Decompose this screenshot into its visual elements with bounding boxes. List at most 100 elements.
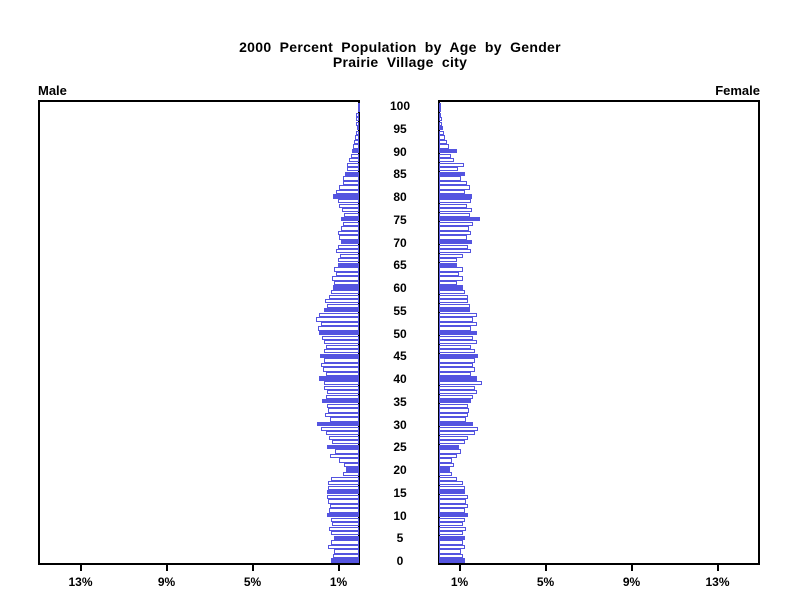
bar-female-age-17 (439, 481, 463, 486)
bar-female-age-39 (439, 381, 482, 386)
bar-male-age-83 (342, 180, 359, 186)
bar-male-age-96 (355, 121, 359, 126)
bar-male-age-99 (357, 108, 360, 113)
bar-male-age-92 (353, 139, 359, 145)
bar-male-age-89 (350, 153, 359, 158)
bar-female-age-49 (439, 335, 473, 340)
bar-female-age-34 (439, 403, 469, 409)
bar-female-age-72 (439, 230, 472, 236)
bar-female-age-23 (439, 453, 458, 459)
bar-male-age-61 (334, 280, 359, 286)
age-axis-tick-15: 15 (393, 485, 407, 500)
bar-male-age-68 (336, 249, 359, 254)
bar-female-age-67 (439, 253, 463, 258)
age-axis-tick-85: 85 (393, 167, 407, 182)
bar-male-age-0 (331, 558, 359, 563)
bar-female-age-68 (439, 249, 472, 254)
pct-tick-left-1 (337, 565, 340, 571)
bar-male-age-94 (355, 130, 359, 136)
bar-female-age-27 (439, 435, 469, 440)
bar-female-age-92 (439, 139, 447, 145)
bar-male-age-69 (337, 244, 359, 249)
bar-female-age-98 (439, 112, 442, 117)
pct-tick-left-5 (251, 565, 254, 571)
bar-female-age-29 (439, 426, 479, 431)
bar-male-age-14 (326, 494, 359, 500)
bar-male-age-78 (338, 203, 359, 208)
bar-female-age-24 (439, 449, 461, 454)
bar-male-age-82 (338, 185, 359, 190)
bar-female-age-12 (439, 503, 469, 509)
bar-male-age-2 (334, 549, 359, 554)
bar-female-age-96 (439, 121, 443, 126)
bar-male-age-55 (324, 308, 359, 313)
bar-male-age-53 (316, 317, 359, 322)
bar-female-age-62 (439, 276, 463, 281)
bar-male-age-93 (354, 135, 359, 140)
pct-tick-label-left-13: 13% (68, 575, 93, 589)
bar-female-age-79 (439, 199, 472, 204)
bar-female-age-16 (439, 485, 465, 490)
bar-female-age-56 (439, 303, 470, 308)
bar-male-age-52 (321, 321, 359, 327)
bar-male-age-58 (329, 294, 359, 299)
bar-female-age-15 (439, 490, 465, 495)
bar-male-age-75 (340, 217, 359, 222)
bar-female-age-57 (439, 299, 469, 304)
bar-female-age-51 (439, 326, 472, 331)
bar-male-age-7 (328, 526, 359, 531)
bar-female-age-74 (439, 221, 474, 227)
bar-male-age-16 (327, 485, 359, 490)
bar-female-age-95 (439, 126, 444, 131)
bar-male-age-27 (328, 435, 359, 440)
bar-male-age-24 (335, 449, 359, 454)
bar-female-age-82 (439, 185, 471, 190)
bar-female-age-26 (439, 440, 465, 445)
bar-female-age-2 (439, 549, 461, 554)
bar-female-age-78 (439, 203, 467, 208)
bar-male-age-3 (327, 544, 359, 550)
bar-male-age-35 (322, 399, 359, 404)
bar-male-age-80 (333, 194, 359, 199)
age-axis-tick-0: 0 (396, 554, 404, 568)
age-axis-tick-5: 5 (396, 531, 404, 546)
bar-female-age-99 (439, 108, 441, 113)
bar-female-age-45 (439, 353, 479, 358)
bar-female-age-70 (439, 239, 473, 245)
age-axis-tick-45: 45 (393, 349, 407, 364)
bar-female-age-69 (439, 244, 469, 249)
age-axis-tick-50: 50 (393, 326, 407, 341)
pct-tick-label-right-1: 1% (450, 575, 469, 589)
bar-male-age-46 (324, 349, 359, 354)
bar-female-age-44 (439, 358, 475, 363)
bar-male-age-64 (334, 267, 359, 272)
bar-female-age-30 (439, 421, 473, 427)
chart-title: 2000 Percent Population by Age by Gender… (0, 40, 800, 70)
bar-female-age-89 (439, 153, 451, 158)
bar-male-age-47 (326, 344, 359, 349)
bar-male-age-5 (334, 535, 359, 540)
age-axis-tick-100: 100 (389, 99, 411, 113)
bar-male-age-79 (337, 199, 359, 204)
pct-tick-label-right-5: 5% (536, 575, 555, 589)
bar-male-age-71 (338, 235, 359, 240)
bar-male-age-4 (331, 540, 359, 545)
bar-male-age-26 (332, 440, 359, 445)
bar-male-age-32 (324, 412, 359, 418)
bar-female-age-66 (439, 258, 458, 263)
bar-female-age-50 (439, 330, 477, 336)
bar-male-age-6 (331, 531, 359, 536)
age-axis-tick-40: 40 (393, 372, 407, 386)
bar-female-age-90 (439, 148, 458, 154)
bar-male-age-77 (341, 208, 359, 213)
bar-male-age-28 (325, 431, 359, 436)
bar-female-age-19 (439, 472, 453, 477)
bar-female-age-48 (439, 340, 477, 345)
age-axis-tick-35: 35 (393, 394, 407, 409)
bar-male-age-57 (325, 299, 359, 304)
bar-female-age-71 (439, 235, 467, 240)
pct-tick-label-left-5: 5% (243, 575, 262, 589)
bar-male-age-44 (324, 358, 359, 363)
bar-female-age-33 (439, 408, 470, 413)
